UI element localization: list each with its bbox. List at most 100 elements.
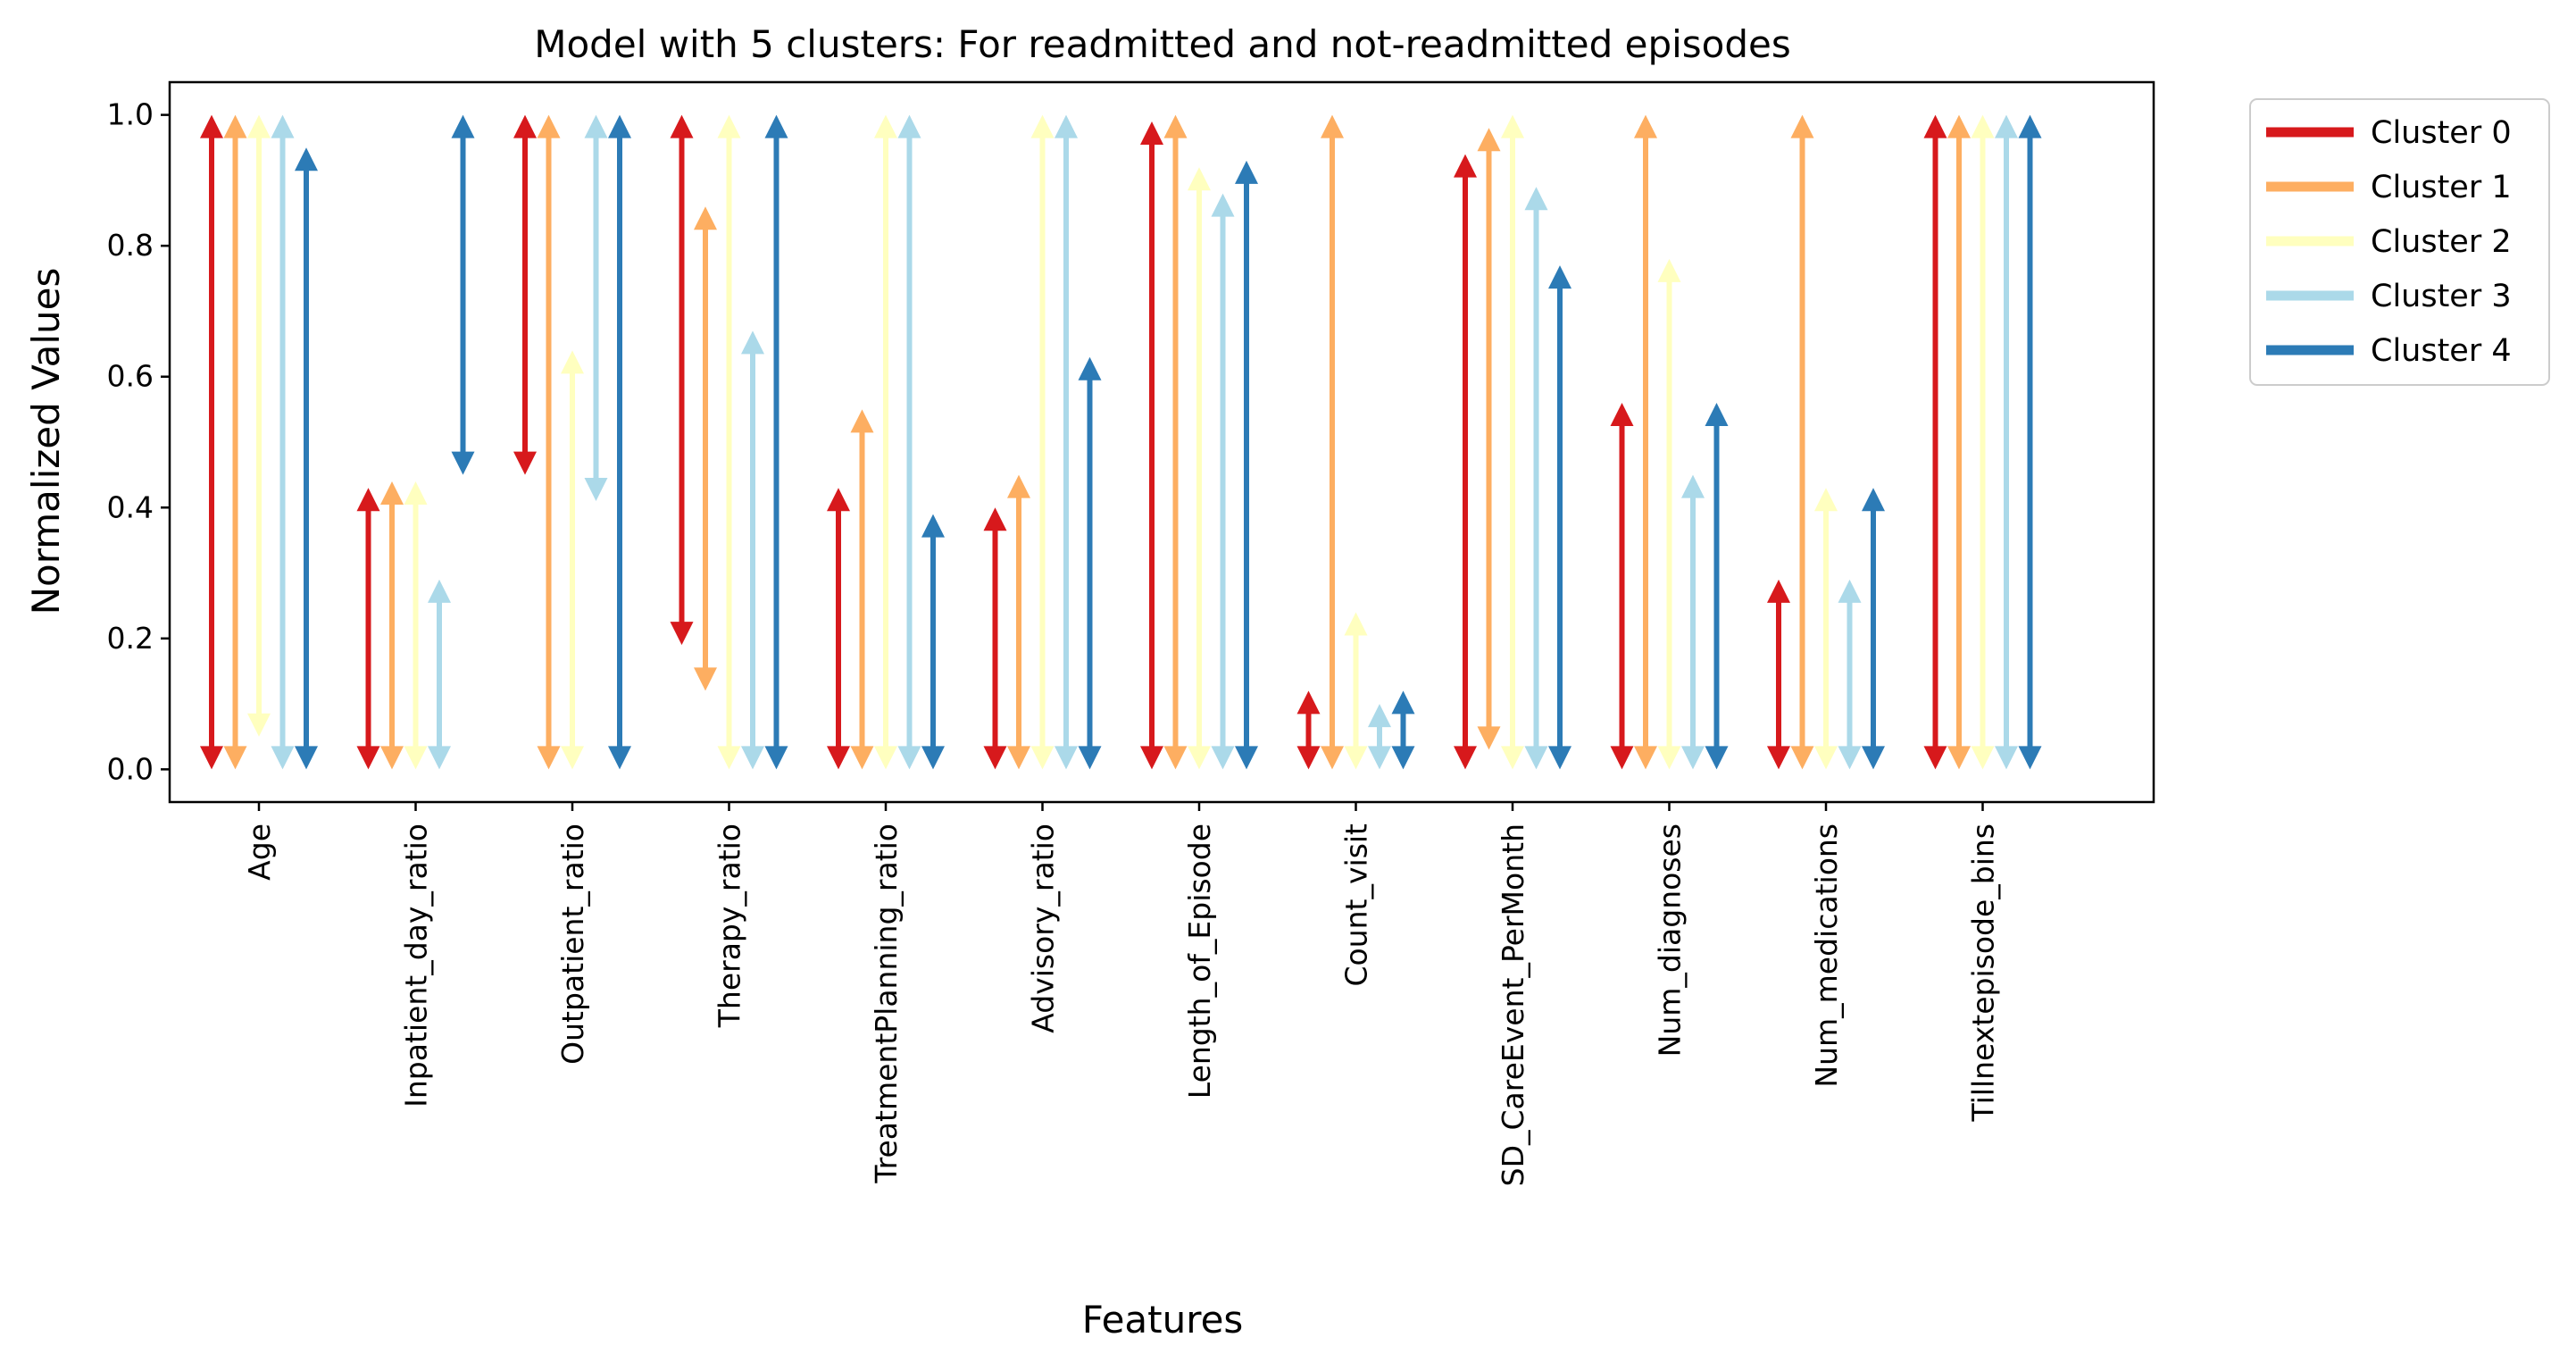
arrow-head-max — [356, 488, 380, 512]
arrow-head-min — [850, 746, 874, 770]
series-cluster-2 — [247, 114, 1995, 770]
arrow-head-min — [897, 746, 921, 770]
arrow-head-min — [1634, 746, 1657, 770]
arrow-head-max — [537, 114, 561, 138]
arrow-head-max — [1790, 114, 1814, 138]
arrow-head-min — [670, 622, 694, 646]
arrow-head-min — [764, 746, 788, 770]
y-axis-label: Normalized Values — [24, 268, 68, 615]
arrow-head-max — [897, 114, 921, 138]
x-tick-label: Outpatient_ratio — [555, 823, 590, 1065]
arrow-head-min — [1235, 746, 1258, 770]
arrow-head-min — [1862, 746, 1885, 770]
arrow-head-min — [1610, 746, 1634, 770]
arrow-head-max — [1211, 193, 1235, 217]
x-tick-label: Count_visit — [1339, 823, 1374, 987]
arrow-head-max — [1007, 474, 1030, 498]
arrow-head-max — [1163, 114, 1188, 138]
arrow-head-max — [1947, 114, 1971, 138]
arrow-head-max — [200, 114, 223, 138]
x-tick-label: SD_CareEvent_PerMonth — [1496, 823, 1530, 1186]
arrow-head-min — [1055, 746, 1078, 770]
arrow-head-max — [1995, 114, 2018, 138]
arrow-head-min — [271, 746, 295, 770]
arrow-head-min — [1971, 746, 1995, 770]
arrow-head-min — [921, 746, 945, 770]
arrow-head-max — [694, 206, 717, 230]
arrow-head-max — [1454, 154, 1477, 178]
arrow-head-min — [404, 746, 428, 770]
arrow-head-max — [764, 114, 788, 138]
arrow-head-min — [741, 746, 764, 770]
arrow-head-max — [1524, 187, 1548, 211]
y-tick-label: 0.6 — [107, 359, 154, 394]
x-axis-label: Features — [1082, 1298, 1244, 1342]
y-tick-label: 0.4 — [107, 489, 154, 524]
arrow-head-max — [741, 330, 764, 355]
arrow-head-max — [561, 350, 584, 374]
arrow-head-max — [1078, 356, 1102, 380]
arrow-head-max — [1140, 121, 1163, 145]
arrow-head-max — [1767, 579, 1790, 603]
arrow-head-min — [561, 746, 584, 770]
arrow-head-max — [1030, 114, 1055, 138]
arrow-head-min — [451, 451, 475, 475]
arrow-head-max — [428, 579, 451, 603]
arrow-head-min — [1501, 746, 1524, 770]
arrow-head-min — [1947, 746, 1971, 770]
arrow-head-max — [1705, 403, 1729, 427]
arrow-head-max — [380, 481, 404, 505]
arrow-head-min — [200, 746, 223, 770]
arrow-head-max — [1344, 612, 1368, 636]
arrow-head-min — [717, 746, 741, 770]
x-tick-label: Num_diagnoses — [1653, 823, 1688, 1057]
x-tick-label: Advisory_ratio — [1026, 823, 1061, 1033]
arrow-head-min — [537, 746, 561, 770]
arrow-head-max — [850, 409, 874, 433]
arrow-head-min — [694, 667, 717, 691]
arrow-head-min — [1477, 726, 1501, 750]
arrow-head-min — [1657, 746, 1681, 770]
arrow-head-min — [1368, 746, 1391, 770]
arrow-head-min — [1995, 746, 2018, 770]
arrow-head-max — [827, 488, 850, 512]
arrow-head-min — [584, 477, 608, 501]
arrow-head-max — [295, 147, 318, 171]
arrow-head-min — [1030, 746, 1055, 770]
arrow-head-max — [983, 507, 1007, 531]
arrow-head-min — [513, 451, 537, 475]
legend: Cluster 0 Cluster 1 Cluster 2 Cluster 3 Clus… — [2249, 98, 2550, 386]
arrow-head-min — [983, 746, 1007, 770]
arrow-head-min — [1188, 746, 1211, 770]
arrow-head-min — [1814, 746, 1838, 770]
y-tick-label: 0.8 — [107, 228, 154, 263]
x-tick-label: TreatmentPlanning_ratio — [869, 823, 904, 1184]
legend-label: Cluster 2 — [2371, 224, 2512, 260]
x-tick-label: Therapy_ratio — [713, 823, 747, 1028]
arrow-head-max — [921, 514, 945, 538]
arrow-head-min — [1344, 746, 1368, 770]
arrow-head-max — [451, 114, 475, 138]
arrow-head-max — [1923, 114, 1947, 138]
arrow-head-min — [1211, 746, 1235, 770]
arrow-head-max — [1971, 114, 1995, 138]
arrow-head-max — [1055, 114, 1078, 138]
arrow-head-max — [670, 114, 694, 138]
arrow-head-min — [1524, 746, 1548, 770]
arrow-head-max — [1838, 579, 1862, 603]
arrow-head-max — [1368, 704, 1391, 728]
arrow-head-max — [404, 481, 428, 505]
arrow-head-min — [874, 746, 897, 770]
arrow-head-min — [1548, 746, 1571, 770]
y-tick-label: 0.2 — [107, 621, 154, 656]
arrow-head-min — [608, 746, 631, 770]
arrow-head-min — [295, 746, 318, 770]
series-cluster-3 — [271, 114, 2018, 770]
arrow-head-max — [271, 114, 295, 138]
arrow-head-max — [584, 114, 608, 138]
arrow-head-max — [1548, 265, 1571, 289]
arrow-head-min — [1007, 746, 1030, 770]
arrow-head-max — [874, 114, 897, 138]
arrow-head-max — [1681, 474, 1705, 498]
